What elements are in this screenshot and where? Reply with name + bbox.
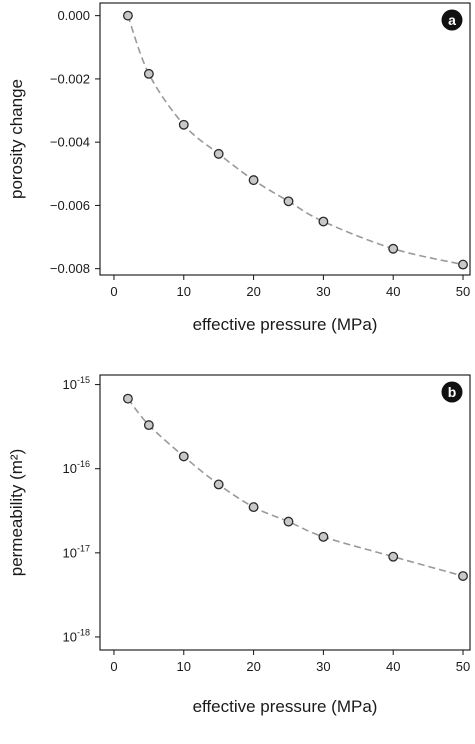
x-tick-label: 0 <box>110 659 117 674</box>
data-point <box>213 479 224 490</box>
data-point <box>178 119 189 130</box>
x-tick-label: 50 <box>456 659 470 674</box>
x-tick-label: 40 <box>386 284 400 299</box>
x-tick-label: 10 <box>177 284 191 299</box>
y-tick-label: −0.004 <box>50 135 90 150</box>
y-tick-label: 10-15 <box>63 375 90 392</box>
fit-line <box>127 398 464 577</box>
data-point <box>143 420 154 431</box>
data-point <box>248 175 259 186</box>
x-tick-label: 30 <box>316 659 330 674</box>
y-tick-label: 10-18 <box>63 627 90 644</box>
x-tick-label: 50 <box>456 284 470 299</box>
x-tick-label: 40 <box>386 659 400 674</box>
data-point <box>122 10 133 21</box>
data-point <box>122 393 133 404</box>
x-axis-title: effective pressure (MPa) <box>193 315 378 334</box>
panel-badge-label: b <box>448 384 457 400</box>
data-point <box>458 259 468 270</box>
data-point <box>213 148 224 159</box>
x-axis-title: effective pressure (MPa) <box>193 697 378 716</box>
data-point <box>318 216 329 227</box>
fit-line <box>127 15 464 266</box>
plot-frame <box>99 2 471 276</box>
x-tick-label: 20 <box>246 284 260 299</box>
data-point <box>143 68 154 79</box>
y-axis-title: permeability (m²) <box>7 449 26 577</box>
data-point <box>318 531 329 542</box>
panel-badge <box>441 381 463 403</box>
x-tick-label: 20 <box>246 659 260 674</box>
panel-badge <box>441 9 463 31</box>
data-point <box>178 451 189 462</box>
x-tick-label: 0 <box>110 284 117 299</box>
x-tick-label: 30 <box>316 284 330 299</box>
y-tick-label: 10-17 <box>63 543 90 560</box>
data-point <box>388 551 399 562</box>
y-tick-label: −0.006 <box>50 198 90 213</box>
x-tick-label: 10 <box>177 659 191 674</box>
data-point <box>388 243 399 254</box>
data-point <box>283 516 294 527</box>
y-axis-title: porosity change <box>7 79 26 199</box>
data-point <box>458 571 468 581</box>
y-tick-label: 10-16 <box>63 459 90 476</box>
y-tick-label: −0.002 <box>50 71 90 86</box>
data-point <box>248 502 259 513</box>
panel-b: 0 10 20 30 40 50 10-15 10-16 10-17 10-18 effective… <box>7 374 471 716</box>
panel-badge-label: a <box>448 12 456 28</box>
data-point <box>283 196 294 207</box>
plot-frame <box>99 374 471 651</box>
y-tick-label: 0.000 <box>57 8 90 23</box>
y-tick-label: −0.008 <box>50 261 90 276</box>
panel-a: 0 10 20 30 40 50 0.000 −0.002 −0.004 −0.006 −0.008… <box>7 2 471 334</box>
